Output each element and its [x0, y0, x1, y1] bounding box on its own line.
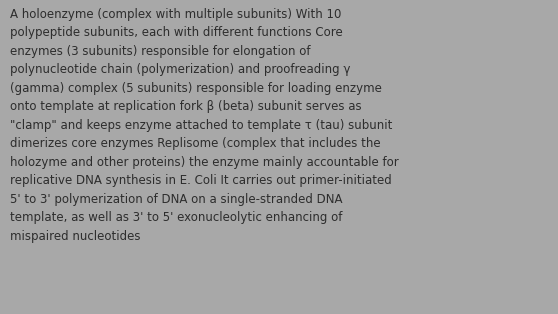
Text: A holoenzyme (complex with multiple subunits) With 10
polypeptide subunits, each: A holoenzyme (complex with multiple subu…: [10, 8, 399, 243]
